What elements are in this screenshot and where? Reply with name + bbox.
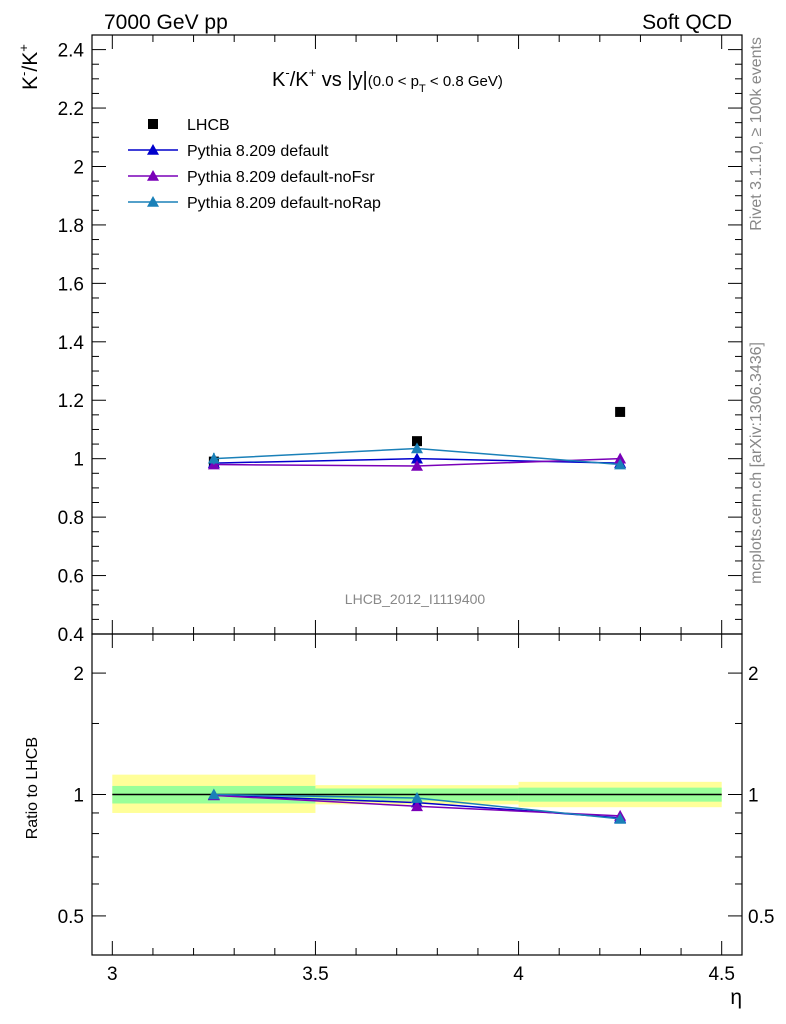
main-ytick-label: 2.2 — [58, 99, 84, 120]
main-ylabel: K-/K+ — [16, 44, 42, 90]
legend-label: Pythia 8.209 default-noRap — [187, 195, 381, 212]
main-ytick-label: 2.4 — [58, 41, 85, 62]
ratio-axes: 0.5 0.5 1 1 2 2 3 3.5 4 4.5 — [58, 633, 774, 985]
main-mc-point — [614, 458, 627, 470]
main-ytick-label: 1.2 — [58, 391, 84, 412]
ratio-point — [411, 792, 423, 803]
legend-label: Pythia 8.209 default-noFsr — [187, 169, 375, 186]
header-left: 7000 GeV pp — [104, 11, 228, 34]
plot-title: K-/K+ vs |y|(0.0 < pT < 0.8 GeV) — [272, 65, 503, 95]
ratio-point — [614, 812, 627, 824]
mcplots-text: mcplots.cern.ch [arXiv:1306.3436] — [748, 342, 765, 584]
xtick-label: 3.5 — [302, 964, 328, 985]
ratio-ytick-label: 2 — [73, 664, 84, 685]
main-ytick-label: 0.6 — [58, 567, 84, 588]
ratio-bands — [112, 774, 722, 813]
main-ytick-label: 2 — [73, 157, 84, 178]
xtick-label: 3 — [107, 964, 118, 985]
main-mc-point — [411, 452, 423, 464]
main-ytick-label: 1 — [73, 450, 84, 471]
main-ytick-label: 0.8 — [58, 508, 84, 529]
main-data-point — [412, 436, 422, 447]
main-axes: 0.4 0.6 0.8 1 1.2 1.4 1.6 1.8 2 2.2 2.4 — [58, 34, 743, 646]
ratio-ytick-label: 1 — [73, 786, 84, 807]
legend-marker — [147, 196, 159, 207]
main-ytick-label: 1.8 — [58, 216, 84, 237]
main-data-point — [615, 406, 626, 417]
main-mc-point — [614, 452, 627, 464]
xlabel: η — [730, 986, 742, 1009]
legend: LHCB Pythia 8.209 default Pythia 8.209 def… — [128, 117, 381, 212]
main-mc-point — [411, 442, 423, 454]
legend-marker — [147, 144, 159, 155]
ratio-ytick-label-right: 0.5 — [748, 907, 774, 928]
main-series — [207, 406, 627, 471]
xtick-label: 4 — [513, 964, 524, 985]
ratio-ytick-label: 0.5 — [58, 907, 84, 928]
legend-marker — [147, 170, 159, 181]
legend-marker — [148, 119, 158, 129]
ratio-ytick-label-right: 2 — [748, 664, 759, 685]
main-ytick-label: 1.4 — [58, 333, 85, 354]
watermark: LHCB_2012_I1119400 — [345, 591, 486, 607]
ratio-point — [207, 788, 220, 800]
legend-label: Pythia 8.209 default — [187, 143, 329, 160]
main-ytick-label: 0.4 — [58, 625, 85, 646]
ratio-point — [411, 800, 423, 812]
main-mc-point — [411, 459, 423, 471]
xtick-label: 4.5 — [708, 964, 734, 985]
header-right: Soft QCD — [642, 11, 732, 34]
ratio-ylabel: Ratio to LHCB — [24, 737, 41, 839]
rivet-text: Rivet 3.1.10, ≥ 100k events — [748, 37, 765, 231]
ratio-ytick-label-right: 1 — [748, 786, 759, 807]
ratio-series — [207, 788, 627, 824]
legend-label: LHCB — [187, 117, 230, 134]
main-mc-point — [207, 452, 220, 464]
main-ytick-label: 1.6 — [58, 274, 84, 295]
